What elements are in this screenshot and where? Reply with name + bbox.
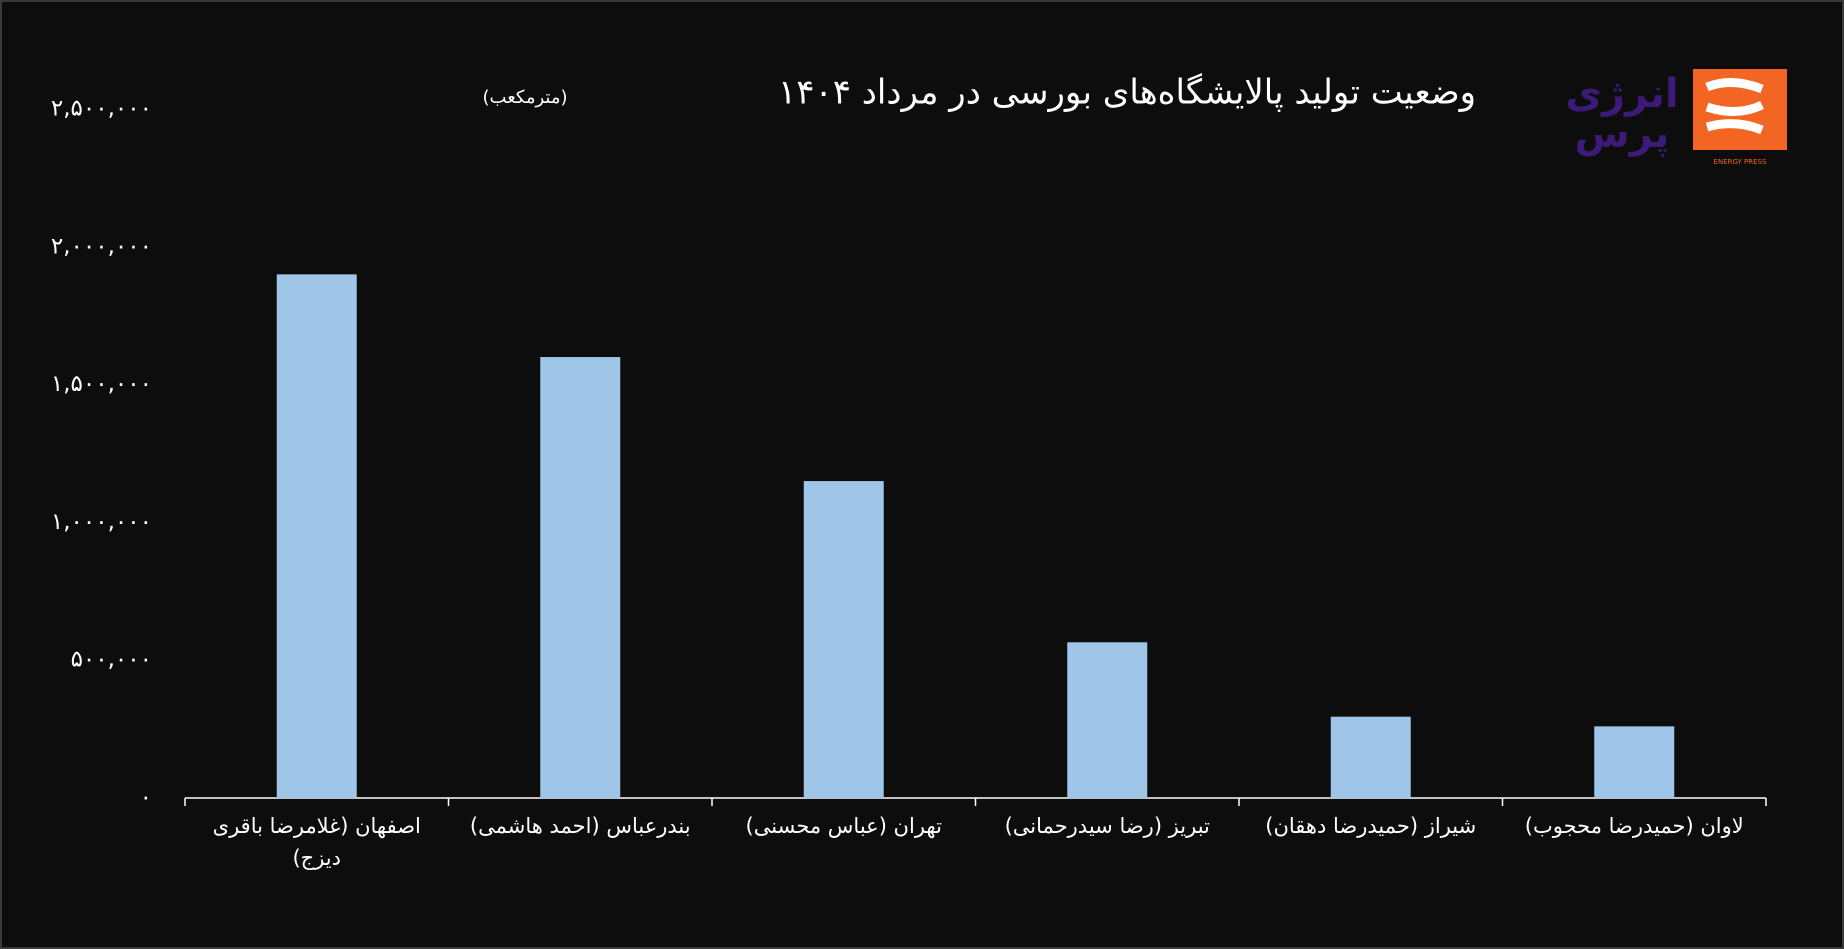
x-tick-label: تهران (عباس محسنی) <box>745 814 942 838</box>
y-tick-label: ۱,۰۰۰,۰۰۰ <box>51 509 152 535</box>
logo-caption: ENERGY PRESS <box>1714 158 1767 166</box>
x-tick-label: تبریز (رضا سیدرحمانی) <box>1004 814 1210 838</box>
x-tick-label: لاوان (حمیدرضا محجوب) <box>1524 814 1744 838</box>
logo-line2: پرس <box>1574 111 1669 157</box>
bar <box>1330 716 1411 798</box>
logo: ENERGY PRESS انرژی پرس <box>1565 69 1787 166</box>
bar <box>1067 642 1148 798</box>
x-tick-label: بندرعباس (احمد هاشمی) <box>469 814 691 838</box>
y-tick-label: ۲,۰۰۰,۰۰۰ <box>51 233 152 259</box>
logo-line1: انرژی <box>1565 71 1678 117</box>
chart-title: وضعیت تولید پالایشگاه‌های بورسی در مرداد… <box>778 73 1476 113</box>
bar <box>803 481 884 798</box>
logo-icon <box>1705 78 1764 135</box>
x-tick-label: شیراز (حمیدرضا دهقان) <box>1265 814 1477 838</box>
bar <box>1594 726 1675 798</box>
y-tick-label: ۲,۵۰۰,۰۰۰ <box>51 96 152 122</box>
bar <box>540 357 621 798</box>
y-tick-label: ۱,۵۰۰,۰۰۰ <box>51 371 152 397</box>
x-tick-label: اصفهان (غلامرضا باقری دیزج) <box>212 814 421 870</box>
bar <box>276 274 357 798</box>
y-tick-label: ۵۰۰,۰۰۰ <box>71 647 152 673</box>
chart-subtitle: (مترمکعب) <box>483 87 568 108</box>
y-tick-label: ۰ <box>140 785 152 811</box>
